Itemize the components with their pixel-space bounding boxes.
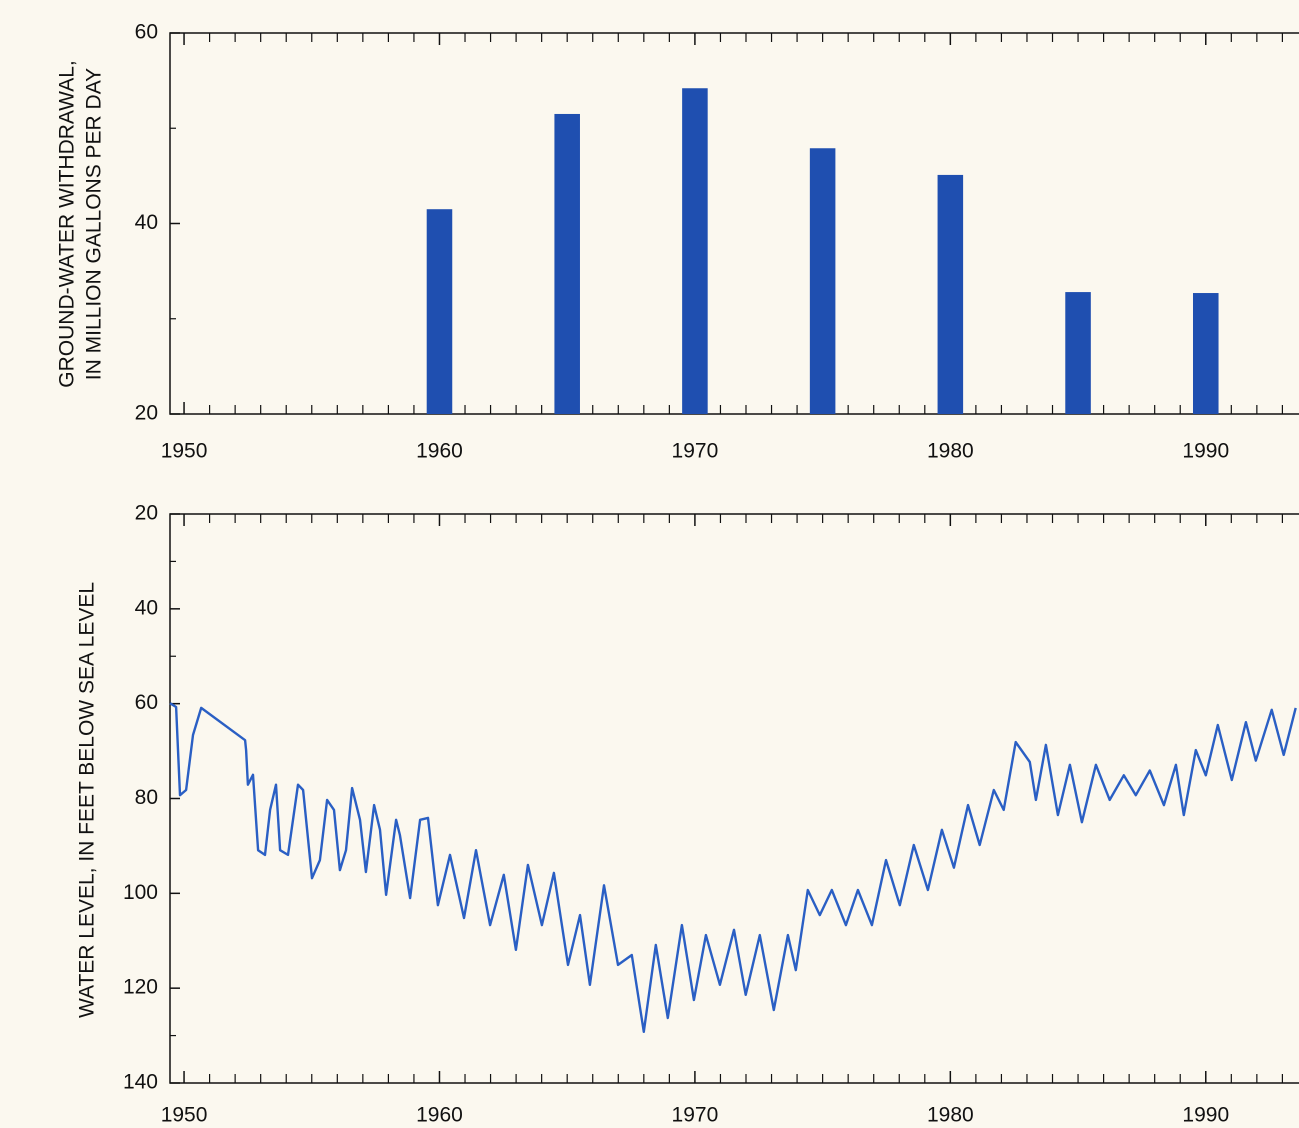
x-tick-label: 1950 bbox=[161, 1104, 208, 1127]
y-tick-label: 120 bbox=[123, 976, 158, 999]
bar bbox=[1065, 292, 1091, 414]
y-tick-label: 20 bbox=[135, 502, 158, 525]
bar bbox=[1192, 293, 1219, 414]
y-tick-label: 60 bbox=[135, 691, 158, 714]
bar bbox=[809, 148, 836, 414]
y-tick-label: 20 bbox=[135, 402, 158, 425]
bar bbox=[682, 88, 708, 415]
bar bbox=[554, 113, 580, 415]
x-tick-label: 1990 bbox=[1182, 440, 1229, 463]
bar bbox=[426, 209, 453, 414]
x-tick-label: 1980 bbox=[927, 440, 974, 463]
y-tick-label: 60 bbox=[135, 21, 158, 44]
y-tick-label: 100 bbox=[123, 881, 158, 904]
x-tick-label: 1980 bbox=[927, 1104, 974, 1127]
y-axis-label: GROUND-WATER WITHDRAWAL, bbox=[56, 60, 79, 387]
x-tick-label: 1970 bbox=[672, 1104, 719, 1127]
x-tick-label: 1950 bbox=[161, 440, 208, 463]
y-axis-label: IN MILLION GALLONS PER DAY bbox=[83, 68, 106, 380]
y-axis-label: WATER LEVEL, IN FEET BELOW SEA LEVEL bbox=[76, 582, 99, 1018]
y-tick-label: 40 bbox=[135, 596, 158, 619]
y-tick-label: 40 bbox=[135, 211, 158, 234]
y-tick-label: 80 bbox=[135, 786, 158, 809]
y-tick-label: 140 bbox=[123, 1071, 158, 1094]
water-level-line bbox=[169, 702, 1297, 1033]
x-tick-label: 1960 bbox=[416, 440, 463, 463]
x-tick-label: 1960 bbox=[416, 1104, 463, 1127]
x-tick-label: 1970 bbox=[672, 440, 719, 463]
bar bbox=[937, 174, 964, 414]
x-tick-label: 1990 bbox=[1182, 1104, 1229, 1127]
